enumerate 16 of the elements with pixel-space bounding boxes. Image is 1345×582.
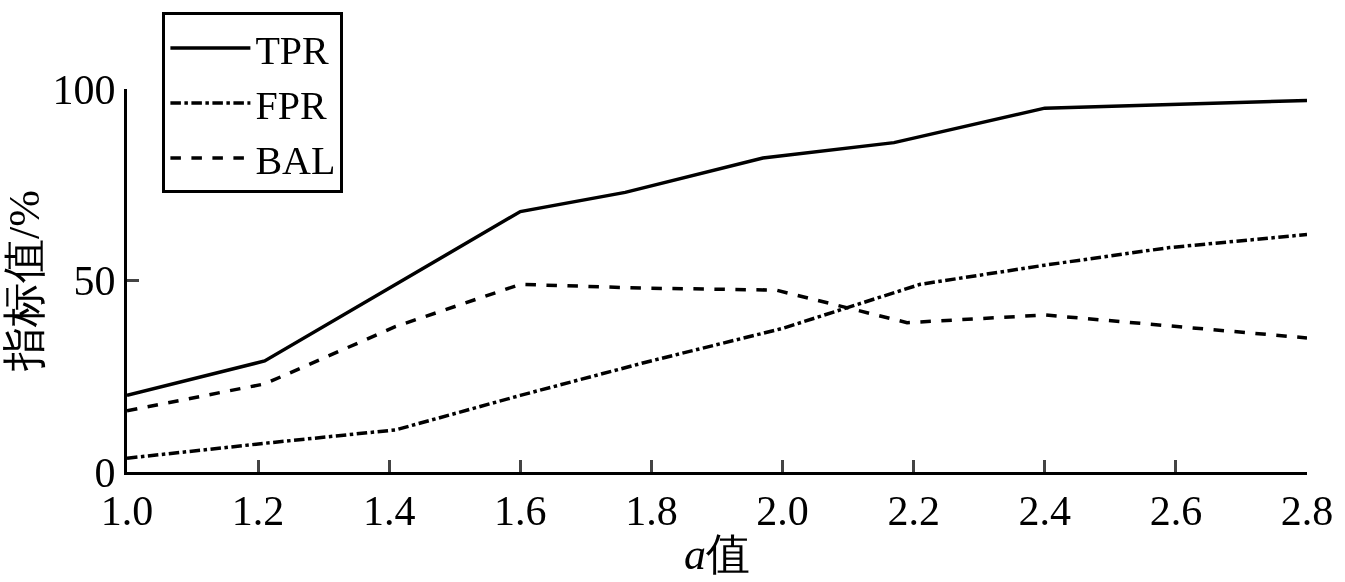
legend-label: TPR <box>255 27 330 73</box>
x-tick-label: 1.4 <box>362 488 416 535</box>
y-tick-label: 50 <box>73 258 116 305</box>
legend-label: FPR <box>255 82 327 128</box>
y-axis-title: 指标值/% <box>0 190 49 372</box>
x-tick-label: 2.6 <box>1149 488 1203 535</box>
x-tick-label: 2.2 <box>887 488 940 535</box>
x-tick-label: 2.0 <box>756 488 809 535</box>
x-tick-label: 2.8 <box>1280 488 1334 535</box>
x-tick-label: 1.2 <box>231 488 285 535</box>
y-tick-label: 100 <box>52 66 116 113</box>
x-tick-label: 2.4 <box>1018 488 1072 535</box>
legend-label: BAL <box>255 137 336 183</box>
x-tick-label: 1.8 <box>625 488 678 535</box>
x-axis-title: a值 <box>684 529 750 579</box>
x-tick-label: 1.6 <box>494 488 547 535</box>
